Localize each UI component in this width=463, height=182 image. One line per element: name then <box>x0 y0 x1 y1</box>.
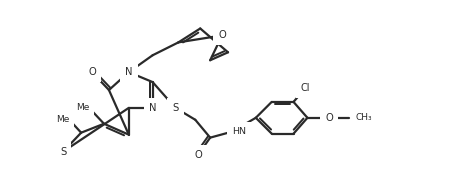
Text: CH₃: CH₃ <box>355 113 372 122</box>
Text: N: N <box>149 103 156 113</box>
Text: O: O <box>218 30 226 40</box>
Text: Me: Me <box>76 103 89 112</box>
Text: O: O <box>325 113 333 123</box>
Text: O: O <box>88 67 96 77</box>
Text: N: N <box>125 67 132 77</box>
Text: HN: HN <box>232 127 246 136</box>
Text: S: S <box>60 147 66 157</box>
Text: S: S <box>172 103 179 113</box>
Text: O: O <box>194 149 202 159</box>
Text: Cl: Cl <box>300 83 310 93</box>
Text: Me: Me <box>56 115 69 124</box>
